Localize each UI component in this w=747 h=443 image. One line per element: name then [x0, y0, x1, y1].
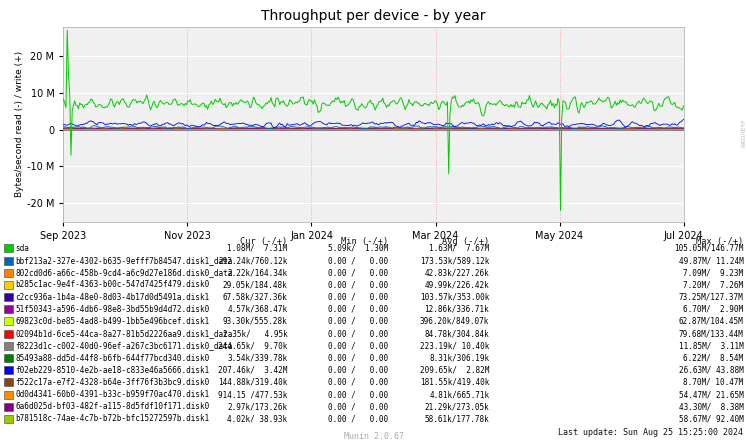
Text: 0.00 /   0.00: 0.00 / 0.00: [329, 305, 388, 314]
Text: 144.88k/319.40k: 144.88k/319.40k: [218, 378, 288, 387]
Text: 0.00 /   0.00: 0.00 / 0.00: [329, 366, 388, 375]
Text: 1.08M/  7.31M: 1.08M/ 7.31M: [228, 244, 288, 253]
Text: Min (-/+): Min (-/+): [341, 237, 388, 246]
Text: 12.86k/336.71k: 12.86k/336.71k: [424, 305, 489, 314]
Text: 49.87M/ 11.24M: 49.87M/ 11.24M: [678, 256, 743, 265]
Text: 67.58k/327.36k: 67.58k/327.36k: [223, 293, 288, 302]
Text: 29.05k/184.48k: 29.05k/184.48k: [223, 280, 288, 289]
Text: 26.63M/ 43.88M: 26.63M/ 43.88M: [678, 366, 743, 375]
Text: 3.54k/339.78k: 3.54k/339.78k: [228, 354, 288, 362]
Text: 0.00 /   0.00: 0.00 / 0.00: [329, 256, 388, 265]
Text: 7.20M/  7.26M: 7.20M/ 7.26M: [684, 280, 743, 289]
Text: 0.00 /   0.00: 0.00 / 0.00: [329, 354, 388, 362]
Text: 8.31k/306.19k: 8.31k/306.19k: [430, 354, 489, 362]
Text: 79.68M/133.44M: 79.68M/133.44M: [678, 329, 743, 338]
Text: 103.57k/353.00k: 103.57k/353.00k: [420, 293, 489, 302]
Text: 6.22M/  8.54M: 6.22M/ 8.54M: [684, 354, 743, 362]
Text: 7.09M/  9.23M: 7.09M/ 9.23M: [684, 268, 743, 277]
Text: 85493a88-dd5d-44f8-b6fb-644f77bcd340.disk0: 85493a88-dd5d-44f8-b6fb-644f77bcd340.dis…: [16, 354, 210, 362]
Text: 0.00 /   0.00: 0.00 / 0.00: [329, 390, 388, 399]
Text: f02eb229-8510-4e2b-ae18-c833e46a5666.disk1: f02eb229-8510-4e2b-ae18-c833e46a5666.dis…: [16, 366, 210, 375]
Text: 0.00 /   0.00: 0.00 / 0.00: [329, 415, 388, 424]
Text: 43.30M/  8.38M: 43.30M/ 8.38M: [678, 402, 743, 411]
Text: Last update: Sun Aug 25 15:25:00 2024: Last update: Sun Aug 25 15:25:00 2024: [558, 428, 743, 437]
Text: 62.87M/104.45M: 62.87M/104.45M: [678, 317, 743, 326]
Text: 93.30k/555.28k: 93.30k/555.28k: [223, 317, 288, 326]
Y-axis label: Bytes/second read (-) / write (+): Bytes/second read (-) / write (+): [15, 51, 24, 197]
Text: f8223d1c-c002-40d0-96ef-a267c3bc6171.disk0_data: f8223d1c-c002-40d0-96ef-a267c3bc6171.dis…: [16, 342, 233, 350]
Text: Avg (-/+): Avg (-/+): [442, 237, 489, 246]
Text: 207.46k/  3.42M: 207.46k/ 3.42M: [218, 366, 288, 375]
Text: 2.22k/164.34k: 2.22k/164.34k: [228, 268, 288, 277]
Text: 42.83k/227.26k: 42.83k/227.26k: [424, 268, 489, 277]
Text: 5.09k/  1.30M: 5.09k/ 1.30M: [329, 244, 388, 253]
Text: bbf213a2-327e-4302-b635-9efff7b84547.disk1_data: bbf213a2-327e-4302-b635-9efff7b84547.dis…: [16, 256, 233, 265]
Text: 396.20k/849.07k: 396.20k/849.07k: [420, 317, 489, 326]
Text: 0.00 /   0.00: 0.00 / 0.00: [329, 378, 388, 387]
Text: 2.35k/   4.95k: 2.35k/ 4.95k: [223, 329, 288, 338]
Text: b781518c-74ae-4c7b-b72b-bfc15272597b.disk1: b781518c-74ae-4c7b-b72b-bfc15272597b.dis…: [16, 415, 210, 424]
Text: 49.99k/226.42k: 49.99k/226.42k: [424, 280, 489, 289]
Text: 0.00 /   0.00: 0.00 / 0.00: [329, 268, 388, 277]
Text: 73.25M/127.37M: 73.25M/127.37M: [678, 293, 743, 302]
Text: 223.19k/ 10.40k: 223.19k/ 10.40k: [420, 342, 489, 350]
Text: 0d0d4341-60b0-4391-b33c-b959f70ac470.disk1: 0d0d4341-60b0-4391-b33c-b959f70ac470.dis…: [16, 390, 210, 399]
Text: 4.57k/368.47k: 4.57k/368.47k: [228, 305, 288, 314]
Text: 11.85M/  3.11M: 11.85M/ 3.11M: [678, 342, 743, 350]
Text: Max (-/+): Max (-/+): [696, 237, 743, 246]
Text: 4.81k/665.71k: 4.81k/665.71k: [430, 390, 489, 399]
Text: 209.65k/  2.82M: 209.65k/ 2.82M: [420, 366, 489, 375]
Text: Cur (-/+): Cur (-/+): [241, 237, 288, 246]
Text: 6.70M/  2.90M: 6.70M/ 2.90M: [684, 305, 743, 314]
Text: Munin 2.0.67: Munin 2.0.67: [344, 432, 403, 441]
Text: 69823c0d-be85-4ad8-b499-1bb5e496bcef.disk1: 69823c0d-be85-4ad8-b499-1bb5e496bcef.dis…: [16, 317, 210, 326]
Text: sda: sda: [16, 244, 30, 253]
Text: 105.05M/146.77M: 105.05M/146.77M: [674, 244, 743, 253]
Text: 0.00 /   0.00: 0.00 / 0.00: [329, 342, 388, 350]
Text: 0.00 /   0.00: 0.00 / 0.00: [329, 280, 388, 289]
Title: Throughput per device - by year: Throughput per device - by year: [261, 8, 486, 23]
Text: 244.65k/  9.70k: 244.65k/ 9.70k: [218, 342, 288, 350]
Text: 21.29k/273.05k: 21.29k/273.05k: [424, 402, 489, 411]
Text: 6a6d025d-bf03-482f-a115-8d5fdf10f171.disk0: 6a6d025d-bf03-482f-a115-8d5fdf10f171.dis…: [16, 402, 210, 411]
Text: 173.53k/589.12k: 173.53k/589.12k: [420, 256, 489, 265]
Text: RRD/IETF: RRD/IETF: [740, 119, 746, 147]
Text: 0.00 /   0.00: 0.00 / 0.00: [329, 329, 388, 338]
Text: 51f50343-a596-4db6-98e8-3bd55b9d4d72.disk0: 51f50343-a596-4db6-98e8-3bd55b9d4d72.dis…: [16, 305, 210, 314]
Text: 4.02k/ 38.93k: 4.02k/ 38.93k: [228, 415, 288, 424]
Text: c2cc936a-1b4a-48e0-8d03-4b17d0d5491a.disk1: c2cc936a-1b4a-48e0-8d03-4b17d0d5491a.dis…: [16, 293, 210, 302]
Text: 292.24k/760.12k: 292.24k/760.12k: [218, 256, 288, 265]
Text: 0.00 /   0.00: 0.00 / 0.00: [329, 293, 388, 302]
Text: 54.47M/ 21.65M: 54.47M/ 21.65M: [678, 390, 743, 399]
Text: 181.55k/419.40k: 181.55k/419.40k: [420, 378, 489, 387]
Text: 58.67M/ 92.40M: 58.67M/ 92.40M: [678, 415, 743, 424]
Text: 84.78k/304.84k: 84.78k/304.84k: [424, 329, 489, 338]
Text: 58.61k/177.78k: 58.61k/177.78k: [424, 415, 489, 424]
Text: 0.00 /   0.00: 0.00 / 0.00: [329, 402, 388, 411]
Text: 2.97k/173.26k: 2.97k/173.26k: [228, 402, 288, 411]
Text: 1.63M/  7.67M: 1.63M/ 7.67M: [430, 244, 489, 253]
Text: 02094b1d-6ce5-44ca-8a27-81b5d2226aa9.disk1_data: 02094b1d-6ce5-44ca-8a27-81b5d2226aa9.dis…: [16, 329, 233, 338]
Text: 802cd0d6-a66c-458b-9cd4-a6c9d27e186d.disk0_data: 802cd0d6-a66c-458b-9cd4-a6c9d27e186d.dis…: [16, 268, 233, 277]
Text: 914.15 /477.53k: 914.15 /477.53k: [218, 390, 288, 399]
Text: 0.00 /   0.00: 0.00 / 0.00: [329, 317, 388, 326]
Text: b285c1ac-9e4f-4363-b00c-547d7425f479.disk0: b285c1ac-9e4f-4363-b00c-547d7425f479.dis…: [16, 280, 210, 289]
Text: 8.70M/ 10.47M: 8.70M/ 10.47M: [684, 378, 743, 387]
Text: f522c17a-e7f2-4328-b64e-3ff76f3b3bc9.disk0: f522c17a-e7f2-4328-b64e-3ff76f3b3bc9.dis…: [16, 378, 210, 387]
